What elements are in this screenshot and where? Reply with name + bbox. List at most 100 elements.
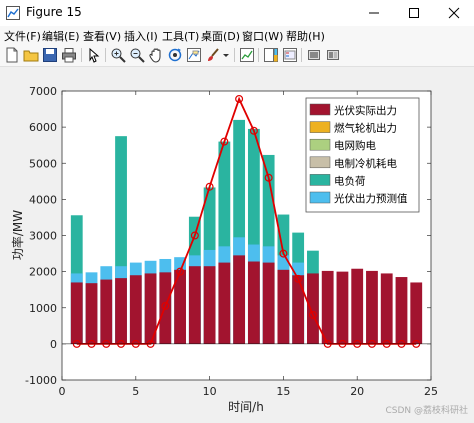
y-tick-label: 7000 xyxy=(29,85,57,98)
legend-label: 电制冷机耗电 xyxy=(334,157,397,170)
pv-actual-bar xyxy=(380,273,393,344)
forecast-marker xyxy=(294,274,303,283)
legend-swatch xyxy=(309,156,331,169)
legend-label: 电负荷 xyxy=(334,174,366,187)
legend-label: 光伏实际出力 xyxy=(334,104,397,117)
pv-actual-bar xyxy=(233,255,246,344)
load-bar xyxy=(233,119,246,344)
pv-actual-bar xyxy=(351,268,364,344)
rotate-3d-icon[interactable] xyxy=(167,47,183,63)
legend-swatch xyxy=(309,174,331,186)
link-plot-icon[interactable] xyxy=(239,47,255,63)
pv-actual-bar xyxy=(100,279,113,344)
menu-help[interactable]: 帮助(H) xyxy=(286,30,325,43)
insert-legend-icon[interactable] xyxy=(282,47,298,63)
legend-swatch xyxy=(309,103,331,116)
forecast-marker xyxy=(279,249,288,258)
select-arrow-icon[interactable] xyxy=(86,47,102,63)
forecast-marker xyxy=(161,301,170,310)
pv-actual-bar xyxy=(336,271,349,344)
matlab-figure-icon xyxy=(6,6,20,20)
pv-actual-bar xyxy=(115,278,127,344)
maximize-icon xyxy=(409,7,419,18)
menu-tools[interactable]: 工具(T) xyxy=(162,30,200,43)
legend-swatch xyxy=(309,191,331,204)
x-tick-label: 20 xyxy=(350,385,364,398)
pv-actual-bar xyxy=(410,282,423,344)
toolbar-separator xyxy=(258,48,259,62)
load-bar xyxy=(218,141,231,344)
x-tick-label: 5 xyxy=(132,385,139,398)
y-tick-label: 3000 xyxy=(29,230,57,243)
forecast-marker xyxy=(235,94,244,103)
minimize-icon xyxy=(369,12,379,13)
menu-insert[interactable]: 插入(I) xyxy=(124,30,158,43)
new-figure-icon[interactable] xyxy=(4,47,20,63)
x-tick-label: 25 xyxy=(424,385,438,398)
pv-actual-bar xyxy=(395,277,408,344)
close-icon xyxy=(448,7,460,18)
toolbar-separator xyxy=(105,48,106,62)
y-tick-label: 6000 xyxy=(29,121,57,134)
y-axis-label: 功率/MW xyxy=(10,210,25,260)
menu-edit[interactable]: 编辑(E) xyxy=(42,30,80,43)
load-bar xyxy=(115,136,127,344)
y-tick-label: -1000 xyxy=(25,374,57,387)
menu-desktop[interactable]: 桌面(D) xyxy=(201,30,241,43)
brush-icon[interactable] xyxy=(205,47,221,63)
pan-hand-icon[interactable] xyxy=(148,47,164,63)
pv-actual-bar xyxy=(247,261,260,344)
close-button[interactable] xyxy=(434,0,474,26)
pv-actual-bar xyxy=(70,282,83,344)
pv-actual-bar xyxy=(174,269,186,344)
toolbar-separator xyxy=(81,48,82,62)
pv-actual-bar xyxy=(144,273,157,344)
legend-label: 燃气轮机出力 xyxy=(334,122,397,135)
show-plot-tools-icon[interactable] xyxy=(325,47,341,63)
y-tick-label: 4000 xyxy=(29,193,57,206)
open-file-icon[interactable] xyxy=(23,47,39,63)
y-tick-label: 5000 xyxy=(29,157,57,170)
forecast-marker xyxy=(190,231,199,240)
figure-canvas[interactable]: -1000 0 1000 2000 3000 4000 5000 6000 7000 0 5 10 15… xyxy=(0,67,474,419)
save-icon[interactable] xyxy=(42,47,58,63)
menu-file[interactable]: 文件(F) xyxy=(4,30,41,43)
print-icon[interactable] xyxy=(61,47,77,63)
y-tick-label: 2000 xyxy=(29,266,57,279)
forecast-marker xyxy=(205,182,214,191)
forecast-marker xyxy=(249,126,258,135)
zoom-in-icon[interactable] xyxy=(110,47,126,63)
hide-plot-tools-icon[interactable] xyxy=(306,47,322,63)
legend-label: 光伏出力预测值 xyxy=(334,192,408,205)
data-cursor-icon[interactable] xyxy=(186,47,202,63)
pv-actual-bar xyxy=(277,269,290,344)
maximize-button[interactable] xyxy=(394,0,434,26)
forecast-marker xyxy=(176,267,185,276)
bar-group xyxy=(70,119,423,344)
zoom-out-icon[interactable] xyxy=(129,47,145,63)
x-tick-label: 10 xyxy=(203,385,217,398)
menu-window[interactable]: 窗口(W) xyxy=(242,30,284,43)
menu-view[interactable]: 查看(V) xyxy=(83,30,122,43)
toolbar-separator xyxy=(301,48,302,62)
x-tick-label: 15 xyxy=(276,385,290,398)
window-title: Figure 15 xyxy=(26,5,82,19)
insert-colorbar-icon[interactable] xyxy=(263,47,279,63)
watermark: CSDN @荔枝科研社 xyxy=(385,406,468,416)
pv-actual-bar xyxy=(129,275,142,344)
toolbar xyxy=(0,44,474,67)
minimize-button[interactable] xyxy=(354,0,394,26)
x-tick-label: 0 xyxy=(59,385,66,398)
pv-actual-bar xyxy=(366,270,378,344)
pv-actual-bar xyxy=(218,262,231,344)
legend-swatch xyxy=(309,121,331,133)
forecast-marker xyxy=(308,310,317,319)
pv-actual-bar xyxy=(307,273,319,344)
forecast-marker xyxy=(264,173,273,182)
pv-actual-bar xyxy=(262,262,275,344)
toolbar-separator xyxy=(234,48,235,62)
brush-dropdown-icon[interactable] xyxy=(222,47,230,63)
